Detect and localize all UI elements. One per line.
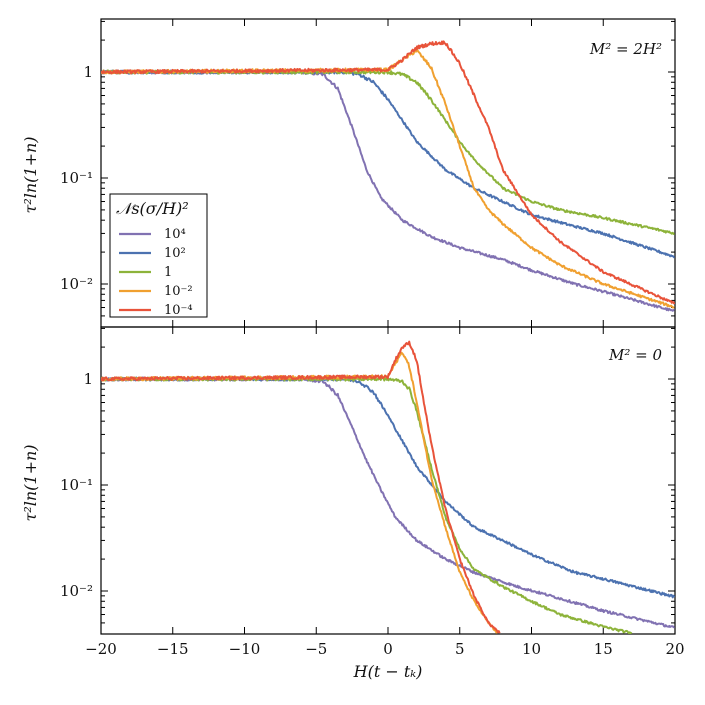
top-y-axis-title: τ²ln(1+n): [21, 136, 40, 213]
legend-label: 10²: [164, 246, 186, 261]
top-annotation: M² = 2H²: [589, 40, 662, 58]
y-tick-label: 10⁻¹: [60, 476, 93, 494]
top-series-group: [101, 40, 675, 312]
legend-box: [109, 193, 208, 318]
top-x-ticks: [100, 19, 676, 327]
series-line-bottom-1: [101, 376, 675, 599]
x-tick-label: −15: [157, 640, 189, 658]
series-line-top-4: [101, 40, 675, 305]
legend-label: 10⁻⁴: [164, 303, 193, 318]
y-tick-label: 1: [83, 370, 93, 388]
legend: 𝒩s(σ/H)² 10⁴ 10² 1 10⁻² 10⁻⁴: [109, 193, 208, 318]
bottom-series-group: [101, 340, 675, 634]
x-tick-label: 5: [455, 640, 465, 658]
y-tick-label: 10⁻²: [60, 582, 93, 600]
x-tick-label: −5: [305, 640, 327, 658]
bottom-panel: −20 −15 −10 −5 0 5 10 15 20 1 10⁻¹ 10⁻² M² = 0 τ²l…: [21, 326, 685, 681]
legend-title: 𝒩s(σ/H)²: [116, 199, 189, 218]
x-tick-label: 20: [665, 640, 684, 658]
bottom-y-ticks: 1 10⁻¹ 10⁻²: [60, 327, 675, 624]
bottom-annotation: M² = 0: [608, 346, 662, 364]
x-tick-label: 0: [383, 640, 393, 658]
legend-entries: 10⁴ 10² 1 10⁻² 10⁻⁴: [119, 227, 193, 318]
legend-label: 10⁻²: [164, 284, 193, 299]
bottom-plot-frame: [100, 326, 676, 635]
x-axis-title: H(t − tₖ): [353, 662, 423, 681]
x-tick-label: 15: [594, 640, 613, 658]
y-tick-label: 10⁻²: [60, 275, 93, 293]
bottom-y-axis-title: τ²ln(1+n): [21, 444, 40, 521]
y-tick-label: 1: [83, 63, 93, 81]
x-tick-label: −10: [229, 640, 261, 658]
series-line-bottom-4: [101, 340, 501, 634]
bottom-x-ticks: −20 −15 −10 −5 0 5 10 15 20: [85, 327, 685, 658]
y-tick-label: 10⁻¹: [60, 169, 93, 187]
legend-label: 1: [164, 265, 172, 280]
x-tick-label: −20: [85, 640, 117, 658]
top-panel: 1 10⁻¹ 10⁻² M² = 2H² τ²ln(1+n) 𝒩s(σ/H)² 10…: [21, 18, 676, 328]
x-tick-label: 10: [522, 640, 541, 658]
legend-label: 10⁴: [164, 227, 186, 242]
